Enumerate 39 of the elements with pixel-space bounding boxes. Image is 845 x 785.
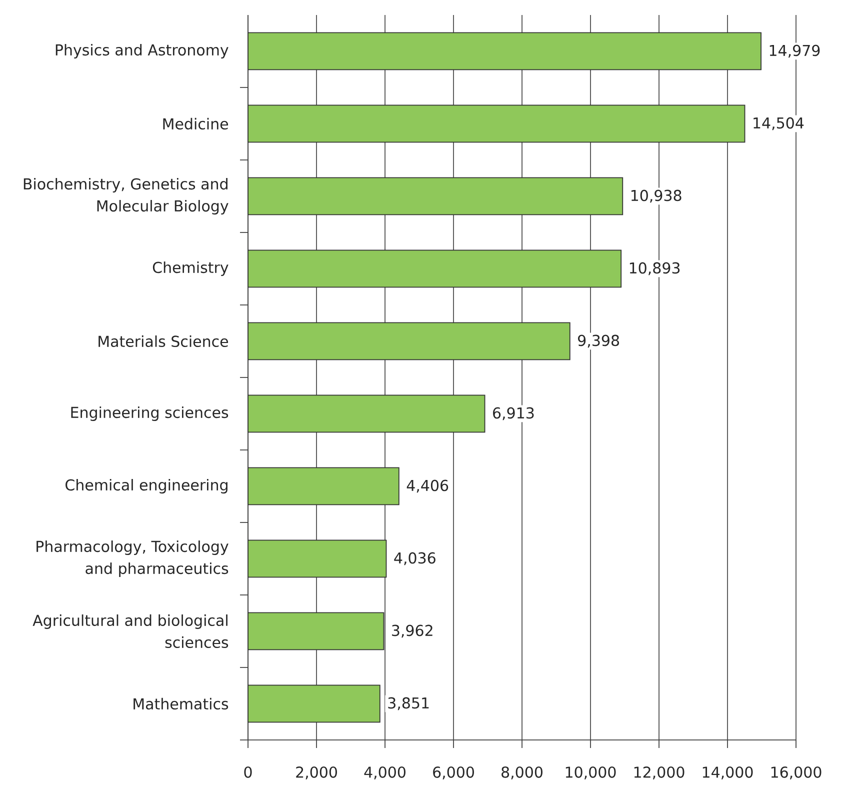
data-label: 3,962 — [392, 624, 432, 638]
x-tick-label: 4,000 — [364, 766, 406, 780]
x-tick-label: 14,000 — [702, 766, 753, 780]
y-tick-label: Medicine — [163, 118, 228, 130]
data-label: 10,893 — [630, 262, 680, 276]
data-label: 6,913 — [493, 407, 534, 420]
bar — [248, 322, 570, 360]
y-tick-label: Chemical engineering — [66, 478, 228, 494]
data-label: 4,406 — [406, 480, 448, 493]
bar — [248, 177, 624, 216]
y-tick-label: Biochemistry, Genetics and Molecular Biology — [24, 178, 228, 214]
bar — [248, 104, 746, 143]
data-label: 4,036 — [394, 552, 436, 566]
bar — [248, 540, 387, 578]
x-tick-label: 0 — [244, 766, 252, 778]
y-tick-label: Materials Science — [98, 335, 228, 348]
x-tick-label: 12,000 — [634, 766, 684, 780]
y-tick-label: Mathematics — [134, 698, 228, 710]
data-label: 3,851 — [388, 697, 429, 710]
bar — [248, 612, 384, 650]
data-label: 9,398 — [578, 334, 619, 348]
bar — [248, 467, 400, 506]
x-tick-label: 2,000 — [296, 766, 337, 780]
x-tick-label: 6,000 — [433, 766, 474, 780]
y-tick-label: Chemistry — [152, 261, 228, 276]
x-tick-label: 16,000 — [771, 766, 822, 780]
x-tick-label: 8,000 — [502, 766, 542, 780]
x-tick-label: 10,000 — [566, 766, 616, 780]
y-tick-label: Agricultural and biological sciences — [32, 614, 228, 648]
data-label: 10,938 — [631, 190, 682, 203]
data-label: 14,504 — [754, 117, 804, 130]
bar — [248, 32, 762, 70]
bar — [248, 394, 486, 433]
y-tick-label: Pharmacology, Toxicology and pharmaceutics — [36, 540, 228, 577]
bar — [248, 250, 622, 288]
y-tick-label: Physics and Astronomy — [56, 44, 228, 58]
data-label: 14,979 — [770, 44, 820, 58]
bar — [248, 684, 380, 723]
y-tick-label: Engineering sciences — [71, 406, 228, 421]
